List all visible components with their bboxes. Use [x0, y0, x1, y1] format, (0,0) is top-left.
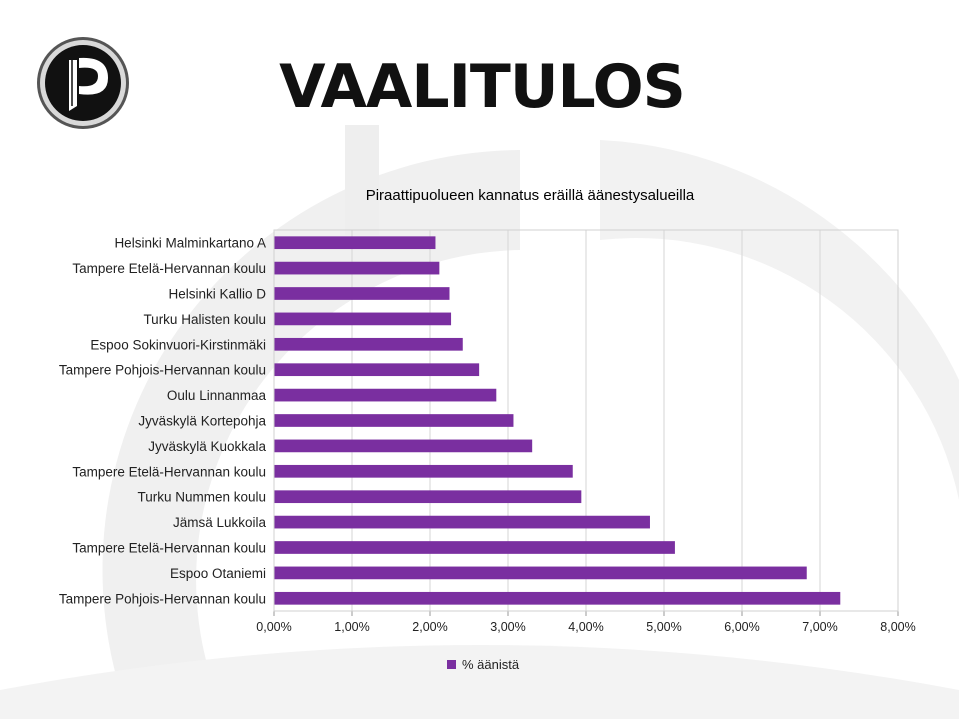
category-label: Jyväskylä Kortepohja: [138, 414, 266, 429]
bar: [274, 591, 841, 605]
x-tick-label: 1,00%: [334, 620, 369, 634]
bar: [274, 388, 497, 402]
x-tick-label: 0,00%: [256, 620, 291, 634]
bar: [274, 515, 650, 529]
category-label: Turku Halisten koulu: [143, 312, 266, 327]
x-tick-label: 3,00%: [490, 620, 525, 634]
bar: [274, 287, 450, 300]
x-tick-label: 7,00%: [802, 620, 837, 634]
pirate-party-logo-icon: [37, 37, 129, 129]
bar: [274, 541, 675, 554]
bar: [274, 337, 463, 351]
category-label: Tampere Etelä-Hervannan koulu: [72, 541, 266, 556]
legend-label: % äänistä: [462, 657, 520, 672]
category-label: Espoo Sokinvuori-Kirstinmäki: [90, 337, 266, 352]
x-tick-label: 2,00%: [412, 620, 447, 634]
bar: [274, 261, 440, 275]
x-tick-label: 6,00%: [724, 620, 759, 634]
category-label: Helsinki Kallio D: [168, 287, 266, 302]
category-label: Tampere Pohjois-Hervannan koulu: [59, 591, 266, 606]
category-label: Helsinki Malminkartano A: [114, 236, 266, 251]
bar: [274, 312, 452, 326]
category-label: Tampere Etelä-Hervannan koulu: [72, 261, 266, 276]
bar: [274, 363, 480, 377]
plot-area-border: [273, 229, 899, 612]
x-tick-label: 5,00%: [646, 620, 681, 634]
page-title: VAALITULOS: [279, 52, 686, 122]
category-label: Turku Nummen koulu: [137, 490, 266, 505]
bar: [274, 464, 573, 478]
bar: [274, 490, 582, 504]
bar: [274, 236, 436, 250]
category-labels: Helsinki Malminkartano A Tampere Etelä-He…: [59, 236, 267, 607]
bar: [274, 439, 533, 453]
category-label: Jyväskylä Kuokkala: [148, 439, 266, 454]
legend-swatch: [447, 660, 456, 669]
bars: [274, 236, 841, 605]
category-label: Tampere Etelä-Hervannan koulu: [72, 464, 266, 479]
x-tick-labels: 0,00% 1,00% 2,00% 3,00% 4,00% 5,00% 6,00% 7,00%…: [256, 620, 915, 634]
bar: [274, 566, 807, 580]
category-label: Tampere Pohjois-Hervannan koulu: [59, 363, 266, 378]
x-tick-label: 4,00%: [568, 620, 603, 634]
chart-title: Piraattipuolueen kannatus eräillä äänest…: [365, 187, 695, 204]
legend: % äänistä: [447, 657, 519, 672]
category-label: Espoo Otaniemi: [170, 566, 266, 581]
x-tick-label: 8,00%: [880, 620, 915, 634]
bar: [274, 414, 514, 427]
category-label: Jämsä Lukkoila: [173, 515, 267, 530]
category-label: Oulu Linnanmaa: [167, 388, 267, 403]
